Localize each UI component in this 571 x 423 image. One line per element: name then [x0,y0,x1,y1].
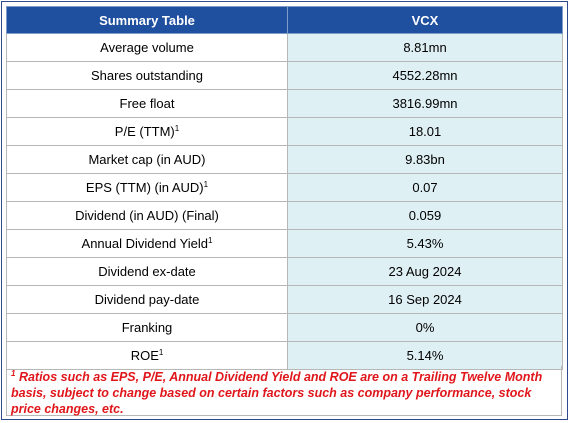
row-value: 16 Sep 2024 [287,285,563,314]
table-row: Average volume 8.81mn [6,33,563,62]
row-value: 0% [287,313,563,342]
table-row: ROE1 5.14% [6,341,563,370]
table-row: Franking 0% [6,313,563,342]
row-label: Dividend (in AUD) (Final) [6,201,288,230]
row-value: 5.43% [287,229,563,258]
row-value: 3816.99mn [287,89,563,118]
summary-table: Summary Table VCX Average volume 8.81mn … [6,6,563,370]
table-row: Market cap (in AUD) 9.83bn [6,145,563,174]
header-ticker-cell: VCX [287,6,563,34]
row-label: EPS (TTM) (in AUD)1 [6,173,288,202]
row-value: 23 Aug 2024 [287,257,563,286]
footnote: 1 Ratios such as EPS, P/E, Annual Divide… [6,366,562,416]
footnote-marker: 1 [11,369,16,378]
row-label: Free float [6,89,288,118]
row-label: Shares outstanding [6,61,288,90]
row-label: Franking [6,313,288,342]
table-row: EPS (TTM) (in AUD)1 0.07 [6,173,563,202]
table-row: Annual Dividend Yield1 5.43% [6,229,563,258]
row-value: 0.07 [287,173,563,202]
table-row: Dividend ex-date 23 Aug 2024 [6,257,563,286]
row-label: Dividend ex-date [6,257,288,286]
row-value: 4552.28mn [287,61,563,90]
row-label: Average volume [6,33,288,62]
row-value: 18.01 [287,117,563,146]
table-header-row: Summary Table VCX [6,6,563,34]
row-value: 9.83bn [287,145,563,174]
table-row: P/E (TTM)1 18.01 [6,117,563,146]
row-value: 5.14% [287,341,563,370]
row-label: Annual Dividend Yield1 [6,229,288,258]
row-label: Dividend pay-date [6,285,288,314]
table-row: Shares outstanding 4552.28mn [6,61,563,90]
table-row: Dividend pay-date 16 Sep 2024 [6,285,563,314]
table-row: Dividend (in AUD) (Final) 0.059 [6,201,563,230]
row-value: 8.81mn [287,33,563,62]
row-value: 0.059 [287,201,563,230]
row-label: P/E (TTM)1 [6,117,288,146]
footnote-text: Ratios such as EPS, P/E, Annual Dividend… [11,370,543,416]
row-label: ROE1 [6,341,288,370]
row-label: Market cap (in AUD) [6,145,288,174]
table-row: Free float 3816.99mn [6,89,563,118]
header-label-cell: Summary Table [6,6,288,34]
